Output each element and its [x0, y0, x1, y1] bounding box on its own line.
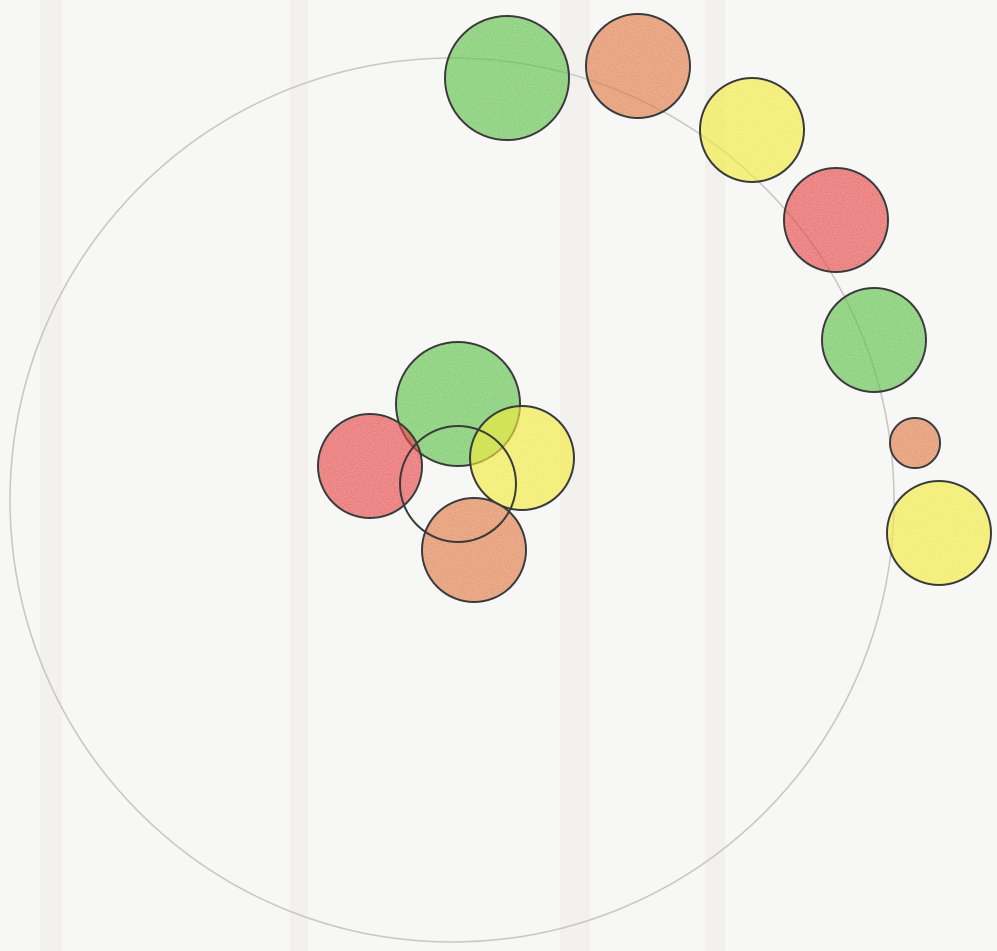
ring-circle-node	[783, 167, 889, 273]
ring-circle-node	[444, 15, 570, 141]
central-circle-fill-orange	[423, 499, 525, 601]
outer-boundary-circle	[9, 57, 895, 943]
ring-circle-fill-green	[823, 289, 925, 391]
ring-circle-outline	[444, 15, 570, 141]
paper-texture	[40, 0, 62, 951]
central-circle-node	[399, 425, 517, 543]
central-circle-outline	[317, 413, 423, 519]
ring-circle-outline	[889, 417, 941, 469]
central-cluster	[317, 341, 575, 603]
central-circle-outline	[395, 341, 521, 467]
ring-circle-outline	[699, 77, 805, 183]
ring-circle-outline	[783, 167, 889, 273]
ring-circle-fill-yellow	[701, 79, 803, 181]
ring-circle-fill-red	[785, 169, 887, 271]
central-circle-fill-red	[319, 415, 421, 517]
ring-circle-fill-orange	[587, 15, 689, 117]
outer-ring	[444, 13, 992, 586]
ring-circle-node	[699, 77, 805, 183]
central-circle-node	[469, 405, 575, 511]
central-circle-node	[317, 413, 423, 519]
central-circle-outline	[399, 425, 517, 543]
ring-circle-node	[821, 287, 927, 393]
central-circle-node	[421, 497, 527, 603]
ring-circle-outline	[886, 480, 992, 586]
ring-circle-node	[889, 417, 941, 469]
ring-circle-fill-yellow	[888, 482, 990, 584]
ring-circle-fill-green	[446, 17, 568, 139]
central-circle-fill-yellow	[471, 407, 573, 509]
paper-texture	[705, 0, 725, 951]
central-circle-outline	[469, 405, 575, 511]
central-circle-outline	[421, 497, 527, 603]
ring-circle-node	[886, 480, 992, 586]
paper-texture	[290, 0, 308, 951]
ring-circle-outline	[585, 13, 691, 119]
ring-circle-outline	[821, 287, 927, 393]
ring-circle-node	[585, 13, 691, 119]
ring-circle-fill-orange	[891, 419, 939, 467]
